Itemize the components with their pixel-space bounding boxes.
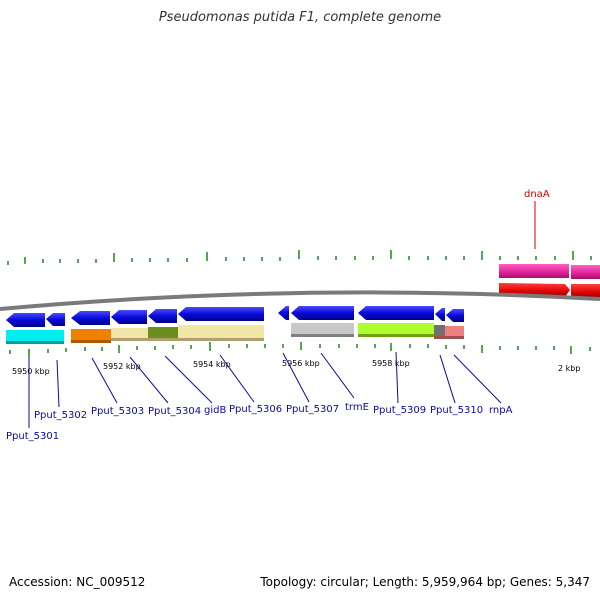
gene-label-pput-5302: Pput_5302	[34, 410, 87, 421]
gene-arrows[interactable]	[6, 306, 464, 327]
kbp-labels: 5950 kbp 5952 kbp 5954 kbp 5956 kbp 5958…	[12, 359, 580, 376]
kbp-label-5954: 5954 kbp	[193, 360, 231, 369]
gene-label-pput-5301: Pput_5301	[6, 431, 59, 442]
gene-label-rnpA: rnpA	[489, 405, 513, 416]
gene-labels: Pput_5301 Pput_5302 Pput_5303 Pput_5304 …	[6, 189, 550, 442]
upper-ticks	[7, 250, 592, 265]
gene-label-pput-5303: Pput_5303	[91, 406, 144, 417]
kbp-label-5956: 5956 kbp	[282, 359, 320, 368]
gene-label-pput-5304: Pput_5304	[148, 406, 201, 417]
gene-label-dnaA: dnaA	[524, 189, 550, 200]
kbp-label-5958: 5958 kbp	[372, 359, 410, 368]
lower-ticks	[9, 342, 591, 357]
map-title: Pseudomonas putida F1, complete genome	[158, 10, 442, 25]
gene-label-pput-5307: Pput_5307	[286, 404, 339, 415]
gene-label-pput-5310: Pput_5310	[430, 405, 483, 416]
leader-lines	[28, 351, 502, 428]
cog-bars[interactable]	[6, 323, 464, 344]
dnaA-features[interactable]	[499, 264, 600, 298]
gene-label-pput-5306: Pput_5306	[229, 404, 282, 415]
accession-text: Accession: NC_009512	[9, 575, 146, 589]
kbp-label-2: 2 kbp	[558, 364, 580, 373]
gene-label-gidB: gidB	[204, 405, 226, 416]
gene-label-trmE: trmE	[345, 402, 369, 413]
gene-label-pput-5309: Pput_5309	[373, 405, 426, 416]
genome-backbone	[0, 290, 600, 311]
kbp-label-5952: 5952 kbp	[103, 362, 141, 371]
genome-stats-text: Topology: circular; Length: 5,959,964 bp…	[260, 575, 590, 589]
kbp-label-5950: 5950 kbp	[12, 367, 50, 376]
